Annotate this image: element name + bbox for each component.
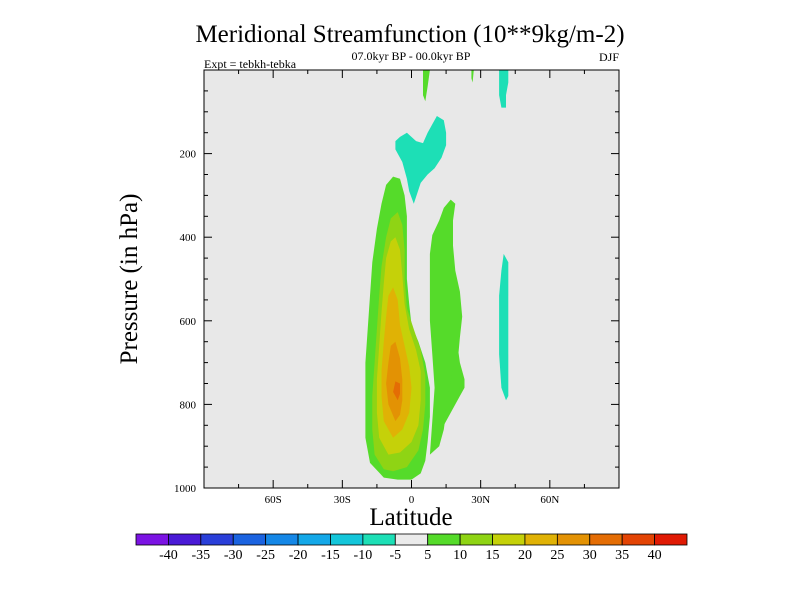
- colorbar-label: 15: [486, 548, 500, 563]
- contour-layer: [365, 70, 509, 480]
- colorbar-label: -30: [224, 548, 243, 563]
- colorbar-box: [135, 533, 169, 546]
- left-label: Expt = tebkh-tebka: [204, 57, 297, 71]
- colorbar-box: [297, 533, 331, 546]
- colorbar-label: -5: [389, 548, 401, 563]
- colorbar-label: -10: [354, 548, 373, 563]
- chart-subtitle: 07.0kyr BP - 00.0kyr BP: [352, 49, 471, 63]
- colorbar-label: 5: [424, 548, 431, 563]
- colorbar-label: 40: [648, 548, 662, 563]
- colorbar-label: 20: [518, 548, 532, 563]
- colorbar-box: [232, 533, 267, 546]
- contour-pos-top-left: [423, 70, 430, 102]
- colorbar-label: -35: [191, 548, 210, 563]
- colorbar-box: [459, 533, 493, 546]
- colorbar-label: -20: [289, 548, 308, 563]
- colorbar-box: [394, 533, 429, 546]
- colorbar-label: 25: [550, 548, 564, 563]
- x-tick-label: 0: [409, 494, 415, 506]
- y-tick-label: 200: [180, 149, 197, 161]
- colorbar-box: [265, 533, 299, 546]
- colorbar-box: [200, 533, 234, 546]
- right-label: DJF: [599, 50, 619, 64]
- y-tick-label: 400: [180, 232, 197, 244]
- colorbar-box: [556, 533, 591, 546]
- contour-pos-nh-arm-inner: [441, 345, 465, 430]
- tick-layer: 60S 30S 0 30N 60N 200 400 600 800 1000: [174, 70, 619, 506]
- colorbar-box: [330, 533, 364, 546]
- contour-pos-nh-arm: [429, 199, 463, 455]
- colorbar-label: 35: [615, 548, 629, 563]
- colorbar-label: 30: [583, 548, 597, 563]
- contour-pos-55-max: [393, 381, 400, 401]
- colorbar-box: [589, 533, 623, 546]
- contour-pos-top-mid: [471, 70, 474, 83]
- x-tick-label: 60S: [265, 494, 282, 506]
- chart-title: Meridional Streamfunction (10**9kg/m-2): [195, 21, 624, 48]
- contour-pos-45-55-core: [386, 341, 403, 422]
- colorbar-label: 10: [453, 548, 467, 563]
- colorbar-box: [621, 533, 655, 546]
- colorbar-label: -15: [321, 548, 340, 563]
- y-tick-label: 800: [180, 399, 197, 411]
- colorbar-box: [168, 533, 202, 546]
- colorbar-box: [654, 533, 688, 546]
- colorbar-label: -40: [159, 548, 178, 563]
- colorbar: -40 -35 -30 -25 -20 -15 -10 -5 5 10 15 20 25 30 35 40: [135, 533, 688, 563]
- colorbar-box: [362, 533, 396, 546]
- contour-neg-40n-column: [499, 253, 509, 401]
- colorbar-box: [492, 533, 526, 546]
- colorbar-label: -25: [256, 548, 275, 563]
- contour-neg-upper-tropics: [395, 116, 447, 204]
- colorbar-box: [524, 533, 558, 546]
- colorbar-box: [427, 533, 461, 546]
- contour-neg-40n-top: [499, 70, 509, 108]
- y-tick-label: 1000: [174, 483, 197, 495]
- y-axis-label: Pressure (in hPa): [116, 194, 143, 365]
- x-tick-label: 30N: [471, 494, 490, 506]
- y-tick-label: 600: [180, 316, 197, 328]
- x-axis-label: Latitude: [369, 504, 452, 531]
- x-tick-label: 60N: [540, 494, 559, 506]
- x-tick-label: 30S: [334, 494, 351, 506]
